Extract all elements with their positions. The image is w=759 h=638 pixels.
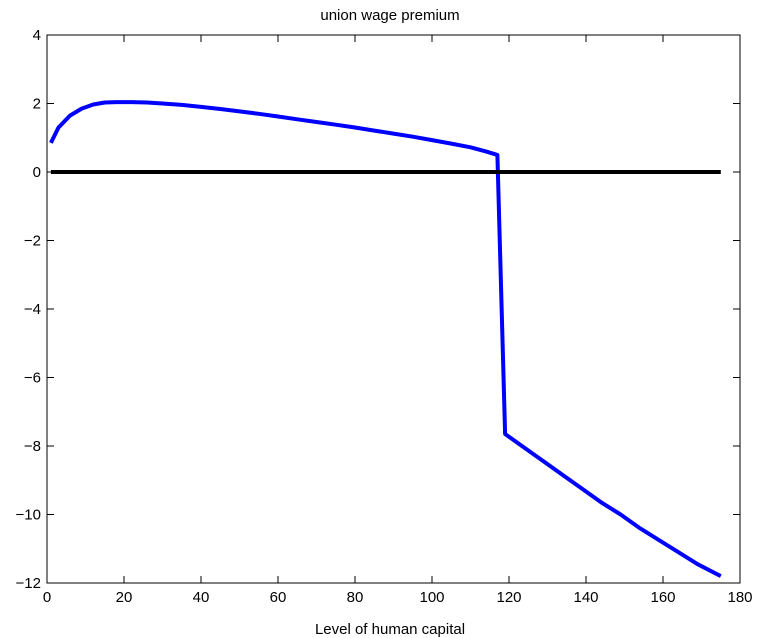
series-line-premium xyxy=(49,100,722,578)
series-group xyxy=(49,100,722,578)
y-axis: −12 −10 −8 −6 −4 −2 0 2 4 xyxy=(16,27,740,592)
x-axis: 0 20 40 60 80 100 120 140 160 180 xyxy=(43,35,753,606)
y-tick-label: −10 xyxy=(16,507,41,524)
y-tick-label: 4 xyxy=(33,27,41,44)
y-tick-label: −12 xyxy=(16,575,41,592)
chart-title: union wage premium xyxy=(320,7,459,24)
y-tick-label: 0 xyxy=(33,164,41,181)
x-axis-label: Level of human capital xyxy=(315,621,465,638)
x-tick-label: 140 xyxy=(573,589,598,606)
x-tick-label: 180 xyxy=(727,589,752,606)
x-tick-label: 160 xyxy=(650,589,675,606)
x-tick-label: 40 xyxy=(193,589,210,606)
y-tick-label: −8 xyxy=(24,438,41,455)
x-tick-label: 120 xyxy=(496,589,521,606)
x-tick-label: 0 xyxy=(43,589,51,606)
y-tick-label: −4 xyxy=(24,301,41,318)
x-tick-label: 60 xyxy=(270,589,287,606)
y-tick-label: −2 xyxy=(24,233,41,250)
x-tick-label: 80 xyxy=(347,589,364,606)
x-tick-label: 20 xyxy=(116,589,133,606)
x-tick-label: 100 xyxy=(419,589,444,606)
y-tick-label: 2 xyxy=(33,96,41,113)
y-tick-label: −6 xyxy=(24,370,41,387)
